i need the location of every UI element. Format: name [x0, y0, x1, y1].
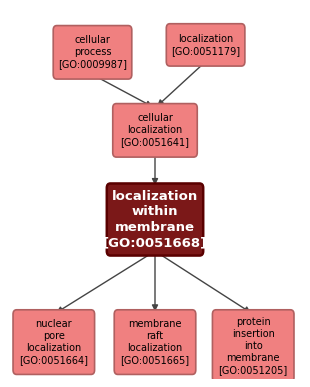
Text: cellular
localization
[GO:0051641]: cellular localization [GO:0051641] [121, 113, 189, 147]
Text: nuclear
pore
localization
[GO:0051664]: nuclear pore localization [GO:0051664] [19, 319, 88, 365]
FancyBboxPatch shape [166, 24, 245, 66]
Text: membrane
raft
localization
[GO:0051665]: membrane raft localization [GO:0051665] [121, 319, 189, 365]
Text: cellular
process
[GO:0009987]: cellular process [GO:0009987] [58, 35, 127, 69]
FancyBboxPatch shape [107, 183, 203, 255]
FancyBboxPatch shape [114, 310, 196, 375]
Text: localization
[GO:0051179]: localization [GO:0051179] [171, 34, 240, 56]
FancyBboxPatch shape [13, 310, 95, 375]
FancyBboxPatch shape [53, 26, 132, 79]
Text: localization
within
membrane
[GO:0051668]: localization within membrane [GO:0051668… [103, 190, 207, 249]
FancyBboxPatch shape [113, 104, 197, 157]
Text: protein
insertion
into
membrane
[GO:0051205]: protein insertion into membrane [GO:0051… [219, 317, 288, 375]
FancyBboxPatch shape [212, 310, 294, 382]
